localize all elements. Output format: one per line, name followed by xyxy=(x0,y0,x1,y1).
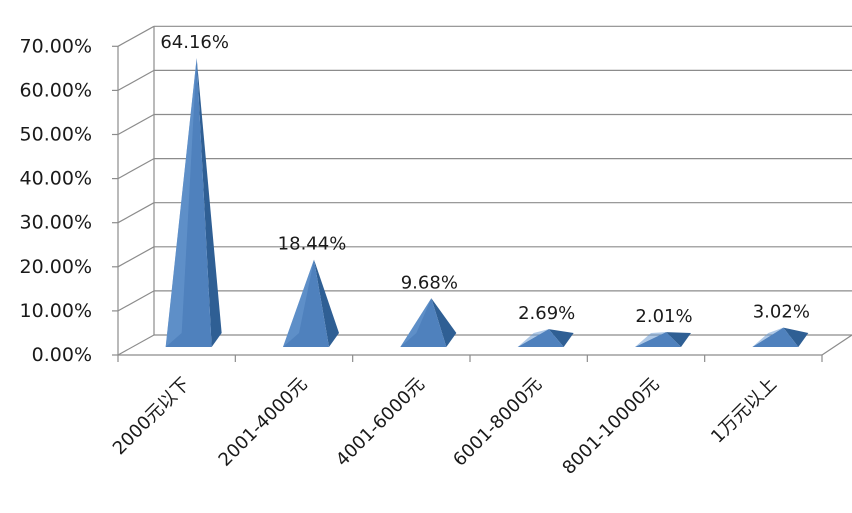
y-tick-label: 20.00% xyxy=(20,256,92,278)
y-tick-label: 0.00% xyxy=(32,344,92,366)
pyramid-bar xyxy=(283,259,339,347)
floor-right-edge xyxy=(821,334,852,356)
pyramid-side-face xyxy=(548,329,574,347)
data-label: 2.01% xyxy=(635,306,692,327)
y-axis-ticks: 0.00% 10.00% 20.00% 30.00% 40.00% 50.00% 60.00… xyxy=(20,35,92,366)
grid-diagonal xyxy=(117,113,155,136)
data-label: 64.16% xyxy=(160,32,229,53)
y-tick-label: 70.00% xyxy=(20,35,92,57)
x-tick-label: 1万元以上 xyxy=(707,374,781,448)
gridlines xyxy=(112,25,852,362)
pyramid-bar xyxy=(400,298,457,347)
pyramid-bar xyxy=(635,332,691,347)
grid-diagonal xyxy=(117,69,155,91)
pyramid-front-face xyxy=(752,327,799,347)
pyramid-side-face xyxy=(431,298,457,347)
data-label: 9.68% xyxy=(401,272,458,293)
grid-diagonal xyxy=(117,246,155,268)
pyramid-side-face xyxy=(196,58,222,347)
pyramid-side-face xyxy=(314,259,339,347)
grid-diagonal xyxy=(117,202,155,224)
x-tick-label: 2000元以下 xyxy=(109,374,194,459)
pyramid-side-face xyxy=(666,332,691,347)
x-tick-label: 6001-8000元 xyxy=(449,374,546,471)
pyramid-side-face xyxy=(783,327,809,347)
grid-diagonal xyxy=(117,25,155,47)
pyramid-left-face xyxy=(517,329,549,347)
grid-diagonal xyxy=(117,290,155,312)
y-tick-label: 10.00% xyxy=(20,300,92,322)
pyramid-left-face xyxy=(635,332,666,347)
x-tick-label: 2001-4000元 xyxy=(215,374,312,471)
chart-walls xyxy=(117,26,852,356)
pyramid-bar xyxy=(165,58,222,347)
data-label: 2.69% xyxy=(518,303,575,324)
pyramid-left-face xyxy=(165,58,197,347)
data-label: 18.44% xyxy=(278,234,347,255)
y-tick-label: 30.00% xyxy=(20,212,92,234)
pyramid-left-face xyxy=(752,327,784,347)
x-tick-label: 8001-10000元 xyxy=(558,374,663,479)
x-tick-label: 4001-6000元 xyxy=(332,374,429,471)
pyramid-left-face xyxy=(283,259,314,347)
y-tick-label: 60.00% xyxy=(20,79,92,101)
pyramid-bar xyxy=(752,327,809,347)
grid-diagonal xyxy=(117,334,155,356)
pyramid-bar xyxy=(517,329,574,347)
pyramid-front-face xyxy=(635,332,681,347)
pyramid-left-face xyxy=(400,298,432,347)
grid-diagonal xyxy=(117,158,155,180)
x-axis-ticks: 2000元以下 2001-4000元 4001-6000元 6001-8000元 800… xyxy=(109,374,781,479)
pyramid-front-face xyxy=(517,329,564,347)
bars xyxy=(165,58,809,347)
y-tick-label: 50.00% xyxy=(20,124,92,146)
y-tick-label: 40.00% xyxy=(20,168,92,190)
data-labels: 64.16% 18.44% 9.68% 2.69% 2.01% 3.02% xyxy=(160,32,810,327)
data-label: 3.02% xyxy=(753,302,810,323)
